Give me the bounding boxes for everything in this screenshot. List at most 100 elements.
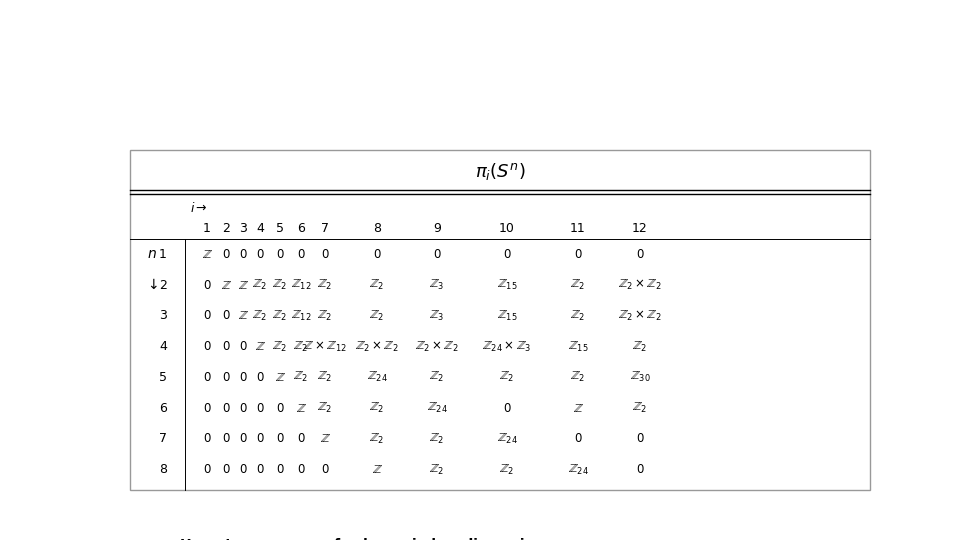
Text: 1: 1 — [204, 221, 211, 234]
Bar — [130, 150, 870, 490]
Text: $\mathbb{Z}_2$: $\mathbb{Z}_2$ — [370, 278, 385, 292]
Text: $\mathbb{Z}_2$: $\mathbb{Z}_2$ — [429, 463, 444, 477]
Text: $\mathbb{Z}$: $\mathbb{Z}$ — [202, 248, 212, 261]
Text: 0: 0 — [204, 309, 210, 322]
Text: 0: 0 — [276, 402, 284, 415]
Text: $\mathbb{Z}$: $\mathbb{Z}$ — [254, 340, 265, 353]
Text: $\mathbb{Z}_2$: $\mathbb{Z}_2$ — [252, 309, 268, 323]
Text: 0: 0 — [298, 248, 304, 261]
Text: 8: 8 — [159, 463, 167, 476]
Text: $\mathbb{Z}$: $\mathbb{Z}$ — [275, 371, 285, 384]
Text: 2: 2 — [222, 221, 230, 234]
Text: $\mathbb{Z}_2$: $\mathbb{Z}_2$ — [633, 340, 648, 354]
Text: $\downarrow$: $\downarrow$ — [145, 278, 158, 292]
Text: $\mathbb{Z}_2$: $\mathbb{Z}_2$ — [370, 309, 385, 323]
Text: 12: 12 — [632, 221, 648, 234]
Text: 6: 6 — [159, 402, 167, 415]
Text: $\mathbb{Z}$: $\mathbb{Z}$ — [237, 309, 249, 322]
Text: 0: 0 — [503, 248, 511, 261]
Text: 0: 0 — [256, 433, 264, 446]
Text: 0: 0 — [239, 433, 247, 446]
Text: 0: 0 — [256, 402, 264, 415]
Text: 11: 11 — [570, 221, 586, 234]
Text: Homotopy groups of spheres in low dimensions: Homotopy groups of spheres in low dimens… — [180, 538, 552, 540]
Text: $\mathbb{Z}_2\times\mathbb{Z}_2$: $\mathbb{Z}_2\times\mathbb{Z}_2$ — [618, 309, 662, 323]
Text: 5: 5 — [276, 221, 284, 234]
Text: $\mathbb{Z}_2$: $\mathbb{Z}_2$ — [499, 370, 515, 384]
Text: 0: 0 — [223, 309, 229, 322]
Text: 7: 7 — [321, 221, 329, 234]
Text: $\mathbb{Z}_2\times\mathbb{Z}_2$: $\mathbb{Z}_2\times\mathbb{Z}_2$ — [618, 278, 662, 292]
Text: $i \rightarrow$: $i \rightarrow$ — [190, 201, 207, 215]
Text: 0: 0 — [298, 463, 304, 476]
Text: $\mathbb{Z}_2$: $\mathbb{Z}_2$ — [273, 309, 288, 323]
Text: $\mathbb{Z}$: $\mathbb{Z}$ — [221, 279, 231, 292]
Text: $\mathbb{Z}_2$: $\mathbb{Z}_2$ — [370, 432, 385, 446]
Text: 0: 0 — [204, 463, 210, 476]
Text: $\mathbb{Z}_2\times\mathbb{Z}_2$: $\mathbb{Z}_2\times\mathbb{Z}_2$ — [355, 340, 399, 354]
Text: 0: 0 — [373, 248, 381, 261]
Text: 0: 0 — [239, 463, 247, 476]
Text: 0: 0 — [322, 248, 328, 261]
Text: 0: 0 — [204, 279, 210, 292]
Text: 0: 0 — [223, 340, 229, 353]
Text: $\mathbb{Z}_3$: $\mathbb{Z}_3$ — [429, 309, 444, 323]
Text: $\mathbb{Z}_2$: $\mathbb{Z}_2$ — [318, 278, 333, 292]
Text: $\mathbb{Z}$: $\mathbb{Z}$ — [372, 463, 382, 476]
Text: 0: 0 — [433, 248, 441, 261]
Text: $n$: $n$ — [147, 247, 156, 261]
Text: $\mathbb{Z}_2$: $\mathbb{Z}_2$ — [294, 340, 309, 354]
Text: $\mathbb{Z}\times\mathbb{Z}_{12}$: $\mathbb{Z}\times\mathbb{Z}_{12}$ — [303, 340, 347, 354]
Text: 0: 0 — [256, 248, 264, 261]
Text: $\mathbb{Z}$: $\mathbb{Z}$ — [237, 279, 249, 292]
Text: 0: 0 — [223, 402, 229, 415]
Text: $\pi_i(S^n)$: $\pi_i(S^n)$ — [475, 161, 525, 183]
Text: 0: 0 — [239, 402, 247, 415]
Text: 0: 0 — [636, 248, 644, 261]
Text: $\mathbb{Z}_2$: $\mathbb{Z}_2$ — [429, 370, 444, 384]
Text: 0: 0 — [276, 248, 284, 261]
Text: $\mathbb{Z}_2$: $\mathbb{Z}_2$ — [570, 309, 586, 323]
Text: $\mathbb{Z}_2$: $\mathbb{Z}_2$ — [370, 401, 385, 415]
Text: $\mathbb{Z}_2$: $\mathbb{Z}_2$ — [318, 401, 333, 415]
Text: 7: 7 — [159, 433, 167, 446]
Text: $\mathbb{Z}_2$: $\mathbb{Z}_2$ — [318, 370, 333, 384]
Text: 0: 0 — [298, 433, 304, 446]
Text: $\mathbb{Z}_2$: $\mathbb{Z}_2$ — [633, 401, 648, 415]
Text: $\mathbb{Z}_2$: $\mathbb{Z}_2$ — [429, 432, 444, 446]
Text: $\mathbb{Z}_2$: $\mathbb{Z}_2$ — [294, 370, 309, 384]
Text: 0: 0 — [256, 463, 264, 476]
Text: 0: 0 — [239, 340, 247, 353]
Text: $\mathbb{Z}$: $\mathbb{Z}$ — [320, 433, 330, 446]
Text: 8: 8 — [373, 221, 381, 234]
Text: $\mathbb{Z}_{15}$: $\mathbb{Z}_{15}$ — [567, 340, 588, 354]
Text: $\mathbb{Z}_2$: $\mathbb{Z}_2$ — [252, 278, 268, 292]
Text: 0: 0 — [574, 248, 582, 261]
Text: 2: 2 — [159, 279, 167, 292]
Text: 0: 0 — [276, 433, 284, 446]
Text: 0: 0 — [503, 402, 511, 415]
Text: 4: 4 — [256, 221, 264, 234]
Text: 0: 0 — [223, 433, 229, 446]
Text: $\mathbb{Z}_{30}$: $\mathbb{Z}_{30}$ — [630, 370, 650, 384]
Text: 0: 0 — [223, 248, 229, 261]
Text: 0: 0 — [239, 248, 247, 261]
Text: 0: 0 — [256, 371, 264, 384]
Text: $\mathbb{Z}_{24}$: $\mathbb{Z}_{24}$ — [567, 463, 588, 477]
Text: 3: 3 — [159, 309, 167, 322]
Text: $\mathbb{Z}$: $\mathbb{Z}$ — [296, 402, 306, 415]
Text: $\mathbb{Z}_{24}\times\mathbb{Z}_3$: $\mathbb{Z}_{24}\times\mathbb{Z}_3$ — [482, 340, 532, 354]
Text: 0: 0 — [574, 433, 582, 446]
Text: $\mathbb{Z}_{24}$: $\mathbb{Z}_{24}$ — [496, 432, 517, 446]
Text: $\mathbb{Z}_2$: $\mathbb{Z}_2$ — [570, 370, 586, 384]
Text: 0: 0 — [204, 433, 210, 446]
Text: 0: 0 — [239, 371, 247, 384]
Text: 0: 0 — [223, 371, 229, 384]
Text: $\mathbb{Z}_2$: $\mathbb{Z}_2$ — [570, 278, 586, 292]
Text: $\mathbb{Z}_{15}$: $\mathbb{Z}_{15}$ — [496, 278, 517, 292]
Text: $\mathbb{Z}_2$: $\mathbb{Z}_2$ — [273, 340, 288, 354]
Text: 5: 5 — [159, 371, 167, 384]
Text: $\mathbb{Z}_2\times\mathbb{Z}_2$: $\mathbb{Z}_2\times\mathbb{Z}_2$ — [415, 340, 459, 354]
Text: 0: 0 — [204, 340, 210, 353]
Text: 0: 0 — [636, 433, 644, 446]
